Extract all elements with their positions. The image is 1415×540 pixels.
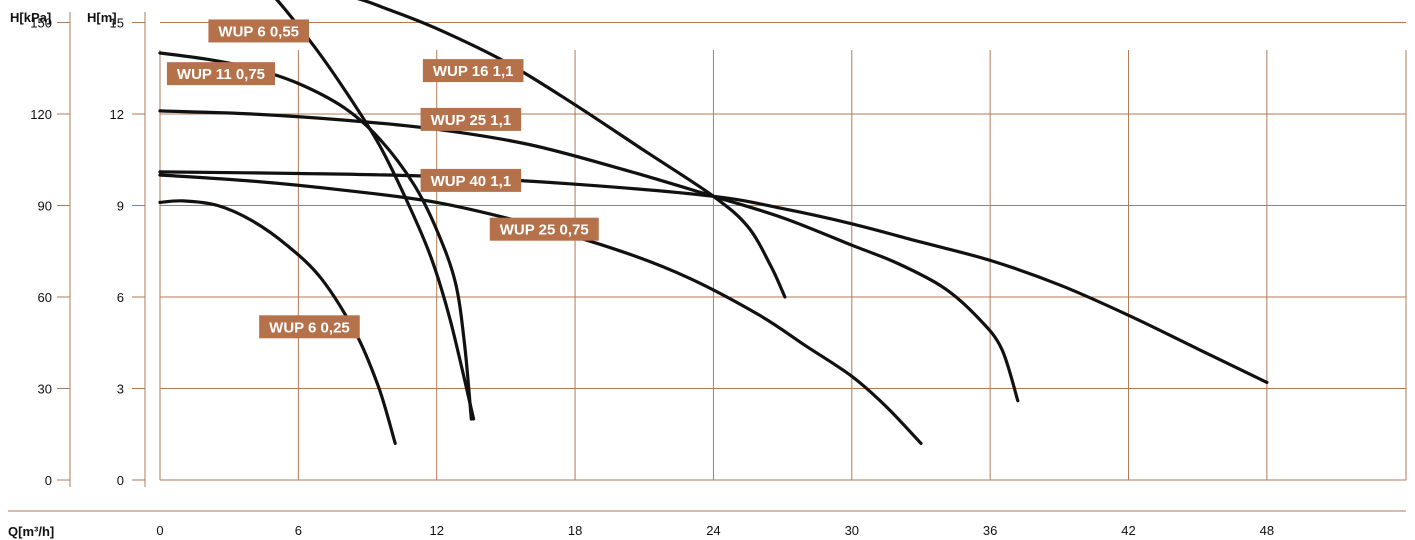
y-axis-m-title: H[m] [87,10,117,25]
x-axis-tick-label: 36 [983,523,997,538]
x-axis-title: Q[m³/h] [8,524,54,539]
curves-layer [158,0,1269,445]
curve-wup-6-0-25 [158,199,397,445]
kpa-axis-tick-label: 150 [30,16,52,31]
m-axis-tick-label: 12 [110,107,124,122]
y-axis-kpa-title: H[kPa] [10,10,51,25]
x-axis-tick-label: 48 [1260,523,1274,538]
curve-label-text: WUP 6 0,25 [269,319,350,336]
x-axis-tick-label: 6 [295,523,302,538]
m-axis-tick-label: 9 [117,199,124,214]
axes-layer: 2020018180151501212099066033000061218243… [8,12,1406,538]
kpa-axis-tick-label: 90 [38,199,52,214]
m-axis-tick-label: 0 [117,473,124,488]
curve-label-box [208,19,310,43]
curve-label-text: WUP 16 1,1 [433,63,514,80]
curve-label-wup-11-0-75: WUP 11 0,75 [166,62,276,86]
curve-label-wup-25-0-75: WUP 25 0,75 [489,217,599,241]
kpa-axis-tick-label: 120 [30,107,52,122]
curve-label-box [166,62,276,86]
curve-wup-40-1-1 [158,170,1269,384]
curve-label-text: WUP 25 1,1 [431,112,512,129]
curve-label-text: WUP 6 0,55 [218,23,299,40]
curve-wup-25-0-75 [158,173,923,445]
x-axis-tick-label: 42 [1121,523,1135,538]
curve-label-box [259,315,360,339]
curve-labels-layer: WUP 6 0,55 WUP 11 0,75 WUP 16 1,1 WUP 25 1,… [166,19,599,339]
curve-label-box [422,59,524,83]
curve-label-box [420,107,522,131]
kpa-axis-tick-label: 30 [38,382,52,397]
x-axis-tick-label: 24 [706,523,720,538]
kpa-axis-tick-label: 60 [38,290,52,305]
kpa-axis-tick-label: 0 [45,473,52,488]
curve-label-box [489,217,599,241]
x-axis-tick-label: 12 [429,523,443,538]
curve-wup-25-1-1 [158,109,1020,403]
curve-label-text: WUP 11 0,75 [177,66,265,83]
grid-layer [159,22,1407,481]
curve-wup-6-0-55 [274,0,476,421]
m-axis-tick-label: 3 [117,382,124,397]
x-axis-tick-label: 30 [845,523,859,538]
m-axis-tick-label: 15 [110,16,124,31]
curve-label-wup-40-1-1: WUP 40 1,1 [420,168,522,192]
x-axis-tick-label: 18 [568,523,582,538]
curve-label-text: WUP 25 0,75 [500,222,589,239]
curve-label-wup-6-0-25: WUP 6 0,25 [259,315,360,339]
curve-label-text: WUP 40 1,1 [431,173,512,190]
curve-label-wup-6-0-55: WUP 6 0,55 [208,19,310,43]
curve-wup-16-1-1 [356,0,787,299]
curve-label-wup-16-1-1: WUP 16 1,1 [422,59,524,83]
m-axis-tick-label: 6 [117,290,124,305]
curve-label-box [420,168,522,192]
curve-label-wup-25-1-1: WUP 25 1,1 [420,107,522,131]
x-axis-tick-label: 0 [156,523,163,538]
